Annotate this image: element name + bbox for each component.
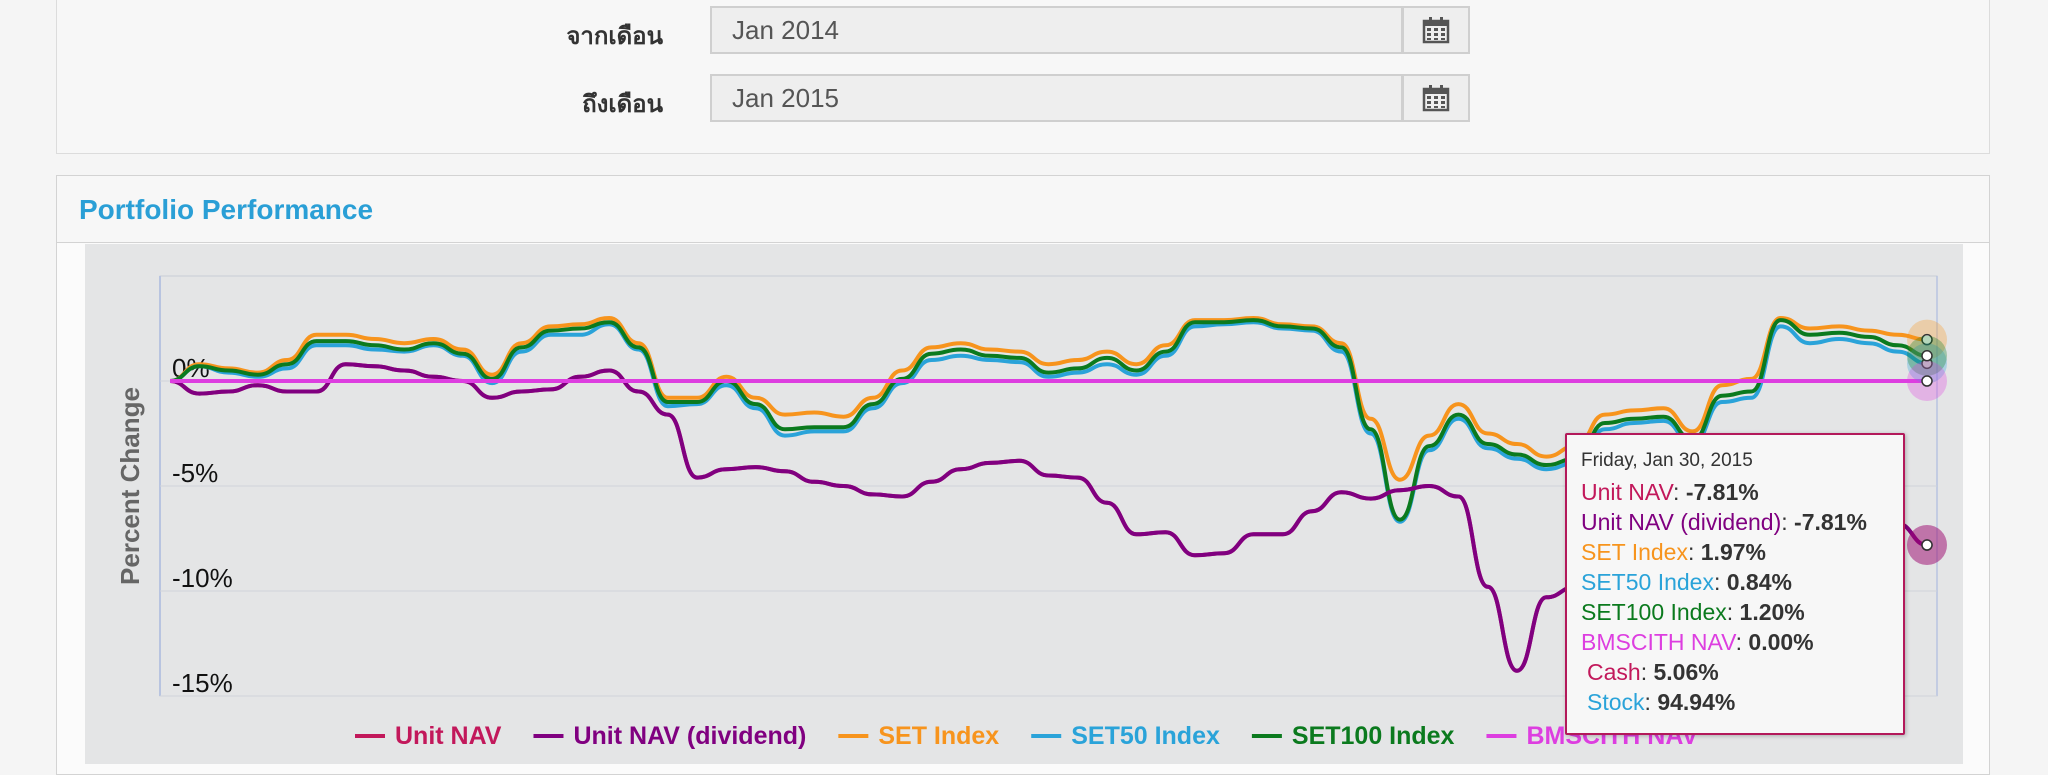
tooltip-series-name: BMSCITH NAV — [1581, 629, 1736, 655]
calendar-icon — [1422, 17, 1450, 44]
tooltip-series-name: SET50 Index — [1581, 569, 1714, 595]
y-tick-label: -5% — [172, 458, 218, 488]
legend-item[interactable]: Unit NAV (dividend) — [573, 722, 806, 750]
to-month-calendar-button[interactable] — [1402, 74, 1470, 122]
legend-item[interactable]: SET100 Index — [1292, 722, 1455, 750]
tooltip-rows: Unit NAV: -7.81% Unit NAV (dividend): -7.… — [1581, 477, 1903, 717]
tooltip-row: Stock: 94.94% — [1581, 687, 1903, 717]
panel-heading: Portfolio Performance — [57, 176, 1989, 243]
panel-title: Portfolio Performance — [79, 194, 374, 225]
tooltip-series-value: 1.97% — [1700, 539, 1766, 565]
date-filter-panel: จากเดือน ถึงเดือน — [56, 0, 1990, 154]
tooltip-date: Friday, Jan 30, 2015 — [1581, 450, 1753, 471]
y-axis-label: Percent Change — [115, 387, 145, 585]
tooltip-series-name: Unit NAV (dividend) — [1581, 509, 1782, 535]
series-line — [169, 318, 1928, 522]
data-point-marker — [1921, 539, 1933, 551]
tooltip-series-name: SET100 Index — [1581, 599, 1727, 625]
tooltip-row: BMSCITH NAV: 0.00% — [1581, 629, 1814, 655]
tooltip-series-value: 0.00% — [1748, 629, 1814, 655]
series-line — [169, 316, 1928, 482]
from-month-input[interactable] — [710, 6, 1403, 54]
tooltip-row: Cash: 5.06% — [1581, 657, 1903, 687]
tooltip-series-name: Cash — [1587, 659, 1641, 685]
legend-item[interactable]: SET Index — [878, 722, 999, 750]
tooltip-series-value: 1.20% — [1739, 599, 1805, 625]
tooltip-series-value: -7.81% — [1794, 509, 1867, 535]
legend-item[interactable]: Unit NAV — [395, 722, 502, 750]
tooltip-row: Unit NAV: -7.81% — [1581, 479, 1759, 505]
tooltip-row: SET100 Index: 1.20% — [1581, 599, 1805, 625]
data-point-marker — [1921, 350, 1933, 362]
tooltip-row: SET Index: 1.97% — [1581, 539, 1766, 565]
tooltip-series-value: 94.94% — [1657, 689, 1736, 715]
tooltip-series-name: SET Index — [1581, 539, 1688, 565]
calendar-icon — [1422, 85, 1450, 112]
tooltip-series-name: Stock — [1587, 689, 1645, 715]
tooltip-series-value: 0.84% — [1726, 569, 1792, 595]
tooltip-series-value: 5.06% — [1653, 659, 1719, 685]
legend-item[interactable]: SET50 Index — [1071, 722, 1220, 750]
tooltip-series-value: -7.81% — [1685, 479, 1759, 505]
tooltip-series-name: Unit NAV — [1581, 479, 1674, 505]
tooltip-row: SET50 Index: 0.84% — [1581, 569, 1792, 595]
y-tick-label: -10% — [172, 563, 233, 593]
to-month-row: ถึงเดือน — [57, 74, 1989, 124]
from-month-calendar-button[interactable] — [1402, 6, 1470, 54]
chart-tooltip: Friday, Jan 30, 2015 Unit NAV: -7.81% Uni… — [1565, 433, 1905, 735]
to-month-input[interactable] — [710, 74, 1403, 122]
to-month-label: ถึงเดือน — [582, 91, 663, 118]
from-month-label: จากเดือน — [566, 23, 663, 50]
data-point-marker — [1921, 375, 1933, 387]
data-point-marker — [1921, 333, 1933, 346]
from-month-row: จากเดือน — [57, 6, 1989, 56]
y-tick-label: -15% — [172, 668, 233, 698]
tooltip-row: Unit NAV (dividend): -7.81% — [1581, 509, 1867, 535]
